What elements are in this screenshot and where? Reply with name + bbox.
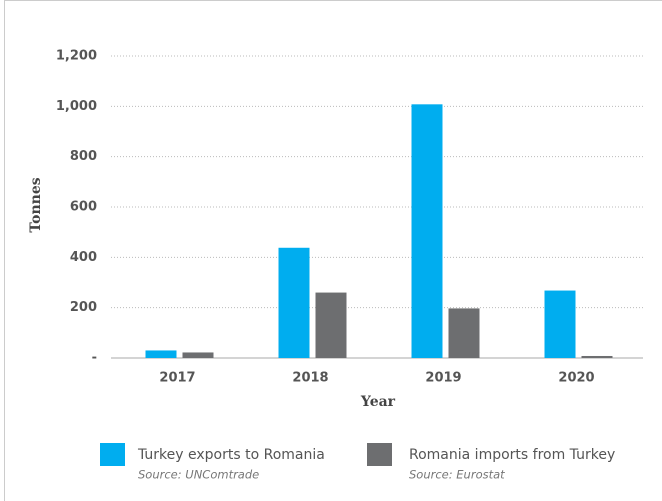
x-tick-label: 2018 — [292, 371, 328, 386]
x-tick-label: 2019 — [425, 371, 461, 386]
bar — [544, 290, 576, 358]
legend-source: Source: UNComtrade — [138, 468, 259, 482]
y-tick-label: 1,200 — [56, 49, 97, 64]
legend-label: Romania imports from Turkey — [409, 447, 615, 463]
y-tick-label: 200 — [70, 300, 97, 315]
y-tick-label: 1,000 — [56, 99, 97, 114]
x-tick-label: 2017 — [159, 371, 195, 386]
x-tick-label: 2020 — [558, 371, 594, 386]
legend-swatch — [100, 443, 125, 466]
bar — [315, 292, 347, 358]
x-axis-title: Year — [360, 394, 396, 410]
y-tick-label: - — [92, 351, 97, 366]
legend-source: Source: Eurostat — [409, 468, 505, 482]
bar — [448, 308, 480, 358]
y-tick-label: 800 — [70, 149, 97, 164]
legend-swatch — [367, 443, 392, 466]
bar — [581, 355, 613, 358]
y-axis-title: Tonnes — [28, 177, 44, 232]
bar — [278, 247, 310, 358]
frame — [4, 0, 662, 501]
y-tick-label: 400 — [70, 250, 97, 265]
bar — [182, 352, 214, 358]
bar — [145, 350, 177, 358]
y-tick-label: 600 — [70, 200, 97, 215]
bar — [411, 104, 443, 358]
legend-label: Turkey exports to Romania — [137, 447, 325, 463]
